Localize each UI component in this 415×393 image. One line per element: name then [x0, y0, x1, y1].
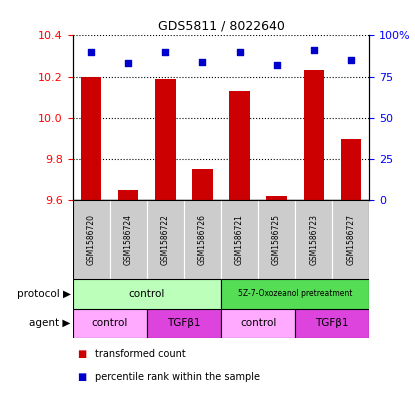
- Bar: [192, 169, 212, 200]
- Text: transformed count: transformed count: [95, 349, 186, 359]
- Title: GDS5811 / 8022640: GDS5811 / 8022640: [158, 20, 284, 33]
- Point: [162, 49, 168, 55]
- Point: [273, 62, 280, 68]
- Bar: [258, 200, 295, 279]
- Bar: [110, 200, 147, 279]
- Point: [88, 49, 95, 55]
- Text: control: control: [240, 318, 276, 328]
- Bar: [73, 309, 147, 338]
- Bar: [229, 91, 250, 200]
- Point: [310, 47, 317, 53]
- Text: GSM1586722: GSM1586722: [161, 214, 170, 265]
- Bar: [118, 190, 139, 200]
- Text: control: control: [129, 289, 165, 299]
- Text: GSM1586721: GSM1586721: [235, 214, 244, 265]
- Text: GSM1586725: GSM1586725: [272, 214, 281, 265]
- Bar: [73, 279, 221, 309]
- Bar: [221, 309, 295, 338]
- Bar: [266, 196, 287, 200]
- Text: TGFβ1: TGFβ1: [315, 318, 349, 328]
- Text: ■: ■: [77, 349, 86, 359]
- Bar: [221, 200, 258, 279]
- Bar: [155, 79, 176, 200]
- Text: 5Z-7-Oxozeanol pretreatment: 5Z-7-Oxozeanol pretreatment: [238, 289, 352, 298]
- Point: [125, 60, 132, 66]
- Text: ■: ■: [77, 372, 86, 382]
- Text: protocol ▶: protocol ▶: [17, 289, 71, 299]
- Bar: [332, 200, 369, 279]
- Text: GSM1586727: GSM1586727: [346, 214, 355, 265]
- Text: GSM1586726: GSM1586726: [198, 214, 207, 265]
- Text: TGFβ1: TGFβ1: [167, 318, 200, 328]
- Bar: [184, 200, 221, 279]
- Text: agent ▶: agent ▶: [29, 318, 71, 328]
- Bar: [147, 309, 221, 338]
- Bar: [147, 200, 184, 279]
- Text: percentile rank within the sample: percentile rank within the sample: [95, 372, 261, 382]
- Text: GSM1586720: GSM1586720: [87, 214, 96, 265]
- Bar: [73, 200, 110, 279]
- Text: GSM1586724: GSM1586724: [124, 214, 133, 265]
- Bar: [341, 139, 361, 200]
- Bar: [81, 77, 101, 200]
- Text: control: control: [92, 318, 128, 328]
- Point: [236, 49, 243, 55]
- Point: [199, 59, 206, 65]
- Bar: [303, 70, 324, 200]
- Bar: [221, 279, 369, 309]
- Bar: [295, 200, 332, 279]
- Bar: [295, 309, 369, 338]
- Point: [347, 57, 354, 63]
- Text: GSM1586723: GSM1586723: [309, 214, 318, 265]
